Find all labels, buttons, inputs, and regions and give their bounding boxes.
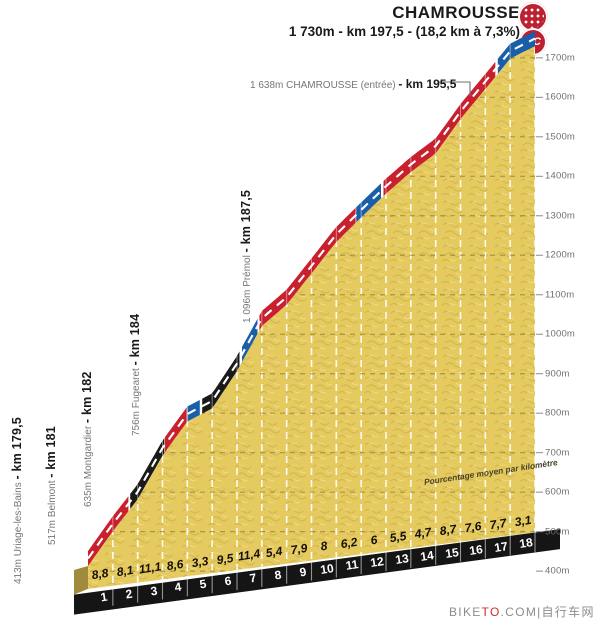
- y-axis-tick-label: 800m: [545, 407, 570, 419]
- y-axis: 400m 500m 600m 700m 800m 900m 1000m 1100m 1200m 1…: [545, 0, 600, 600]
- y-axis-tick-label: 1500m: [545, 131, 576, 143]
- y-axis-tick-label: 1600m: [545, 91, 576, 103]
- km-tick-label: 8: [273, 567, 282, 583]
- km-tick-label: 17: [493, 538, 509, 555]
- y-axis-tick-label: 500m: [545, 526, 570, 538]
- km-tick-label: 4: [173, 579, 183, 595]
- km-tick-label: 13: [394, 551, 410, 568]
- watermark-accent: TO: [481, 605, 501, 619]
- polka-dots: [522, 6, 544, 28]
- y-axis-tick-label: 900m: [545, 368, 570, 380]
- chart-header: CHAMROUSSE 1 730m - km 197,5 - (18,2 km …: [0, 0, 520, 40]
- km-tick-label: 10: [319, 560, 335, 577]
- road-surface: [87, 31, 536, 566]
- km-tick-label: 16: [468, 541, 484, 558]
- km-axis-strip: [74, 529, 560, 615]
- y-axis-tick-label: 1200m: [545, 249, 576, 261]
- callout-place: CHAMROUSSE (entrée): [283, 80, 399, 91]
- y-axis-tickmarks: [438, 57, 543, 572]
- km-tick-label: 14: [419, 548, 435, 564]
- km-tick-label: 18: [518, 535, 534, 552]
- km-tick-label: 15: [443, 544, 460, 561]
- km-tick-label: 3: [149, 583, 158, 598]
- y-axis-tick-label: 1000m: [545, 328, 576, 340]
- km-tick-label: 12: [369, 554, 385, 571]
- callout-km: - km 195,5: [398, 77, 457, 91]
- y-axis-tick-label: 1100m: [545, 289, 575, 301]
- page-title: CHAMROUSSE: [392, 3, 520, 22]
- y-axis-tick-label: 600m: [545, 486, 570, 498]
- y-axis-tick-label: 1700m: [545, 52, 576, 64]
- km-tick-label: 6: [223, 573, 233, 589]
- watermark-suffix: .COM|自行车网: [500, 605, 595, 619]
- km-tick-label: 7: [248, 570, 258, 586]
- y-axis-tick-label: 700m: [545, 447, 570, 459]
- km-tick-label: 9: [298, 564, 307, 580]
- y-axis-tick-label: 1300m: [545, 210, 576, 222]
- watermark-prefix: BIKE: [449, 605, 482, 619]
- km-tick-label: 2: [124, 586, 133, 602]
- km-tick-label: 11: [344, 557, 360, 574]
- watermark: BIKETO.COM|自行车网: [449, 603, 595, 620]
- km-tick-label: 1: [99, 589, 109, 605]
- polka-dot-jersey-icon: [518, 2, 548, 32]
- climb-stats: 1 730m - km 197,5 - (18,2 km à 7,3%): [288, 24, 520, 39]
- callout-chamrousse-entree: 1 638m CHAMROUSSE (entrée) - km 195,5: [250, 77, 456, 91]
- y-axis-tick-label: 400m: [545, 565, 570, 577]
- y-axis-tick-label: 1400m: [545, 170, 576, 182]
- callout-altitude: 1 638m: [250, 80, 284, 91]
- km-tick-label: 5: [198, 576, 208, 592]
